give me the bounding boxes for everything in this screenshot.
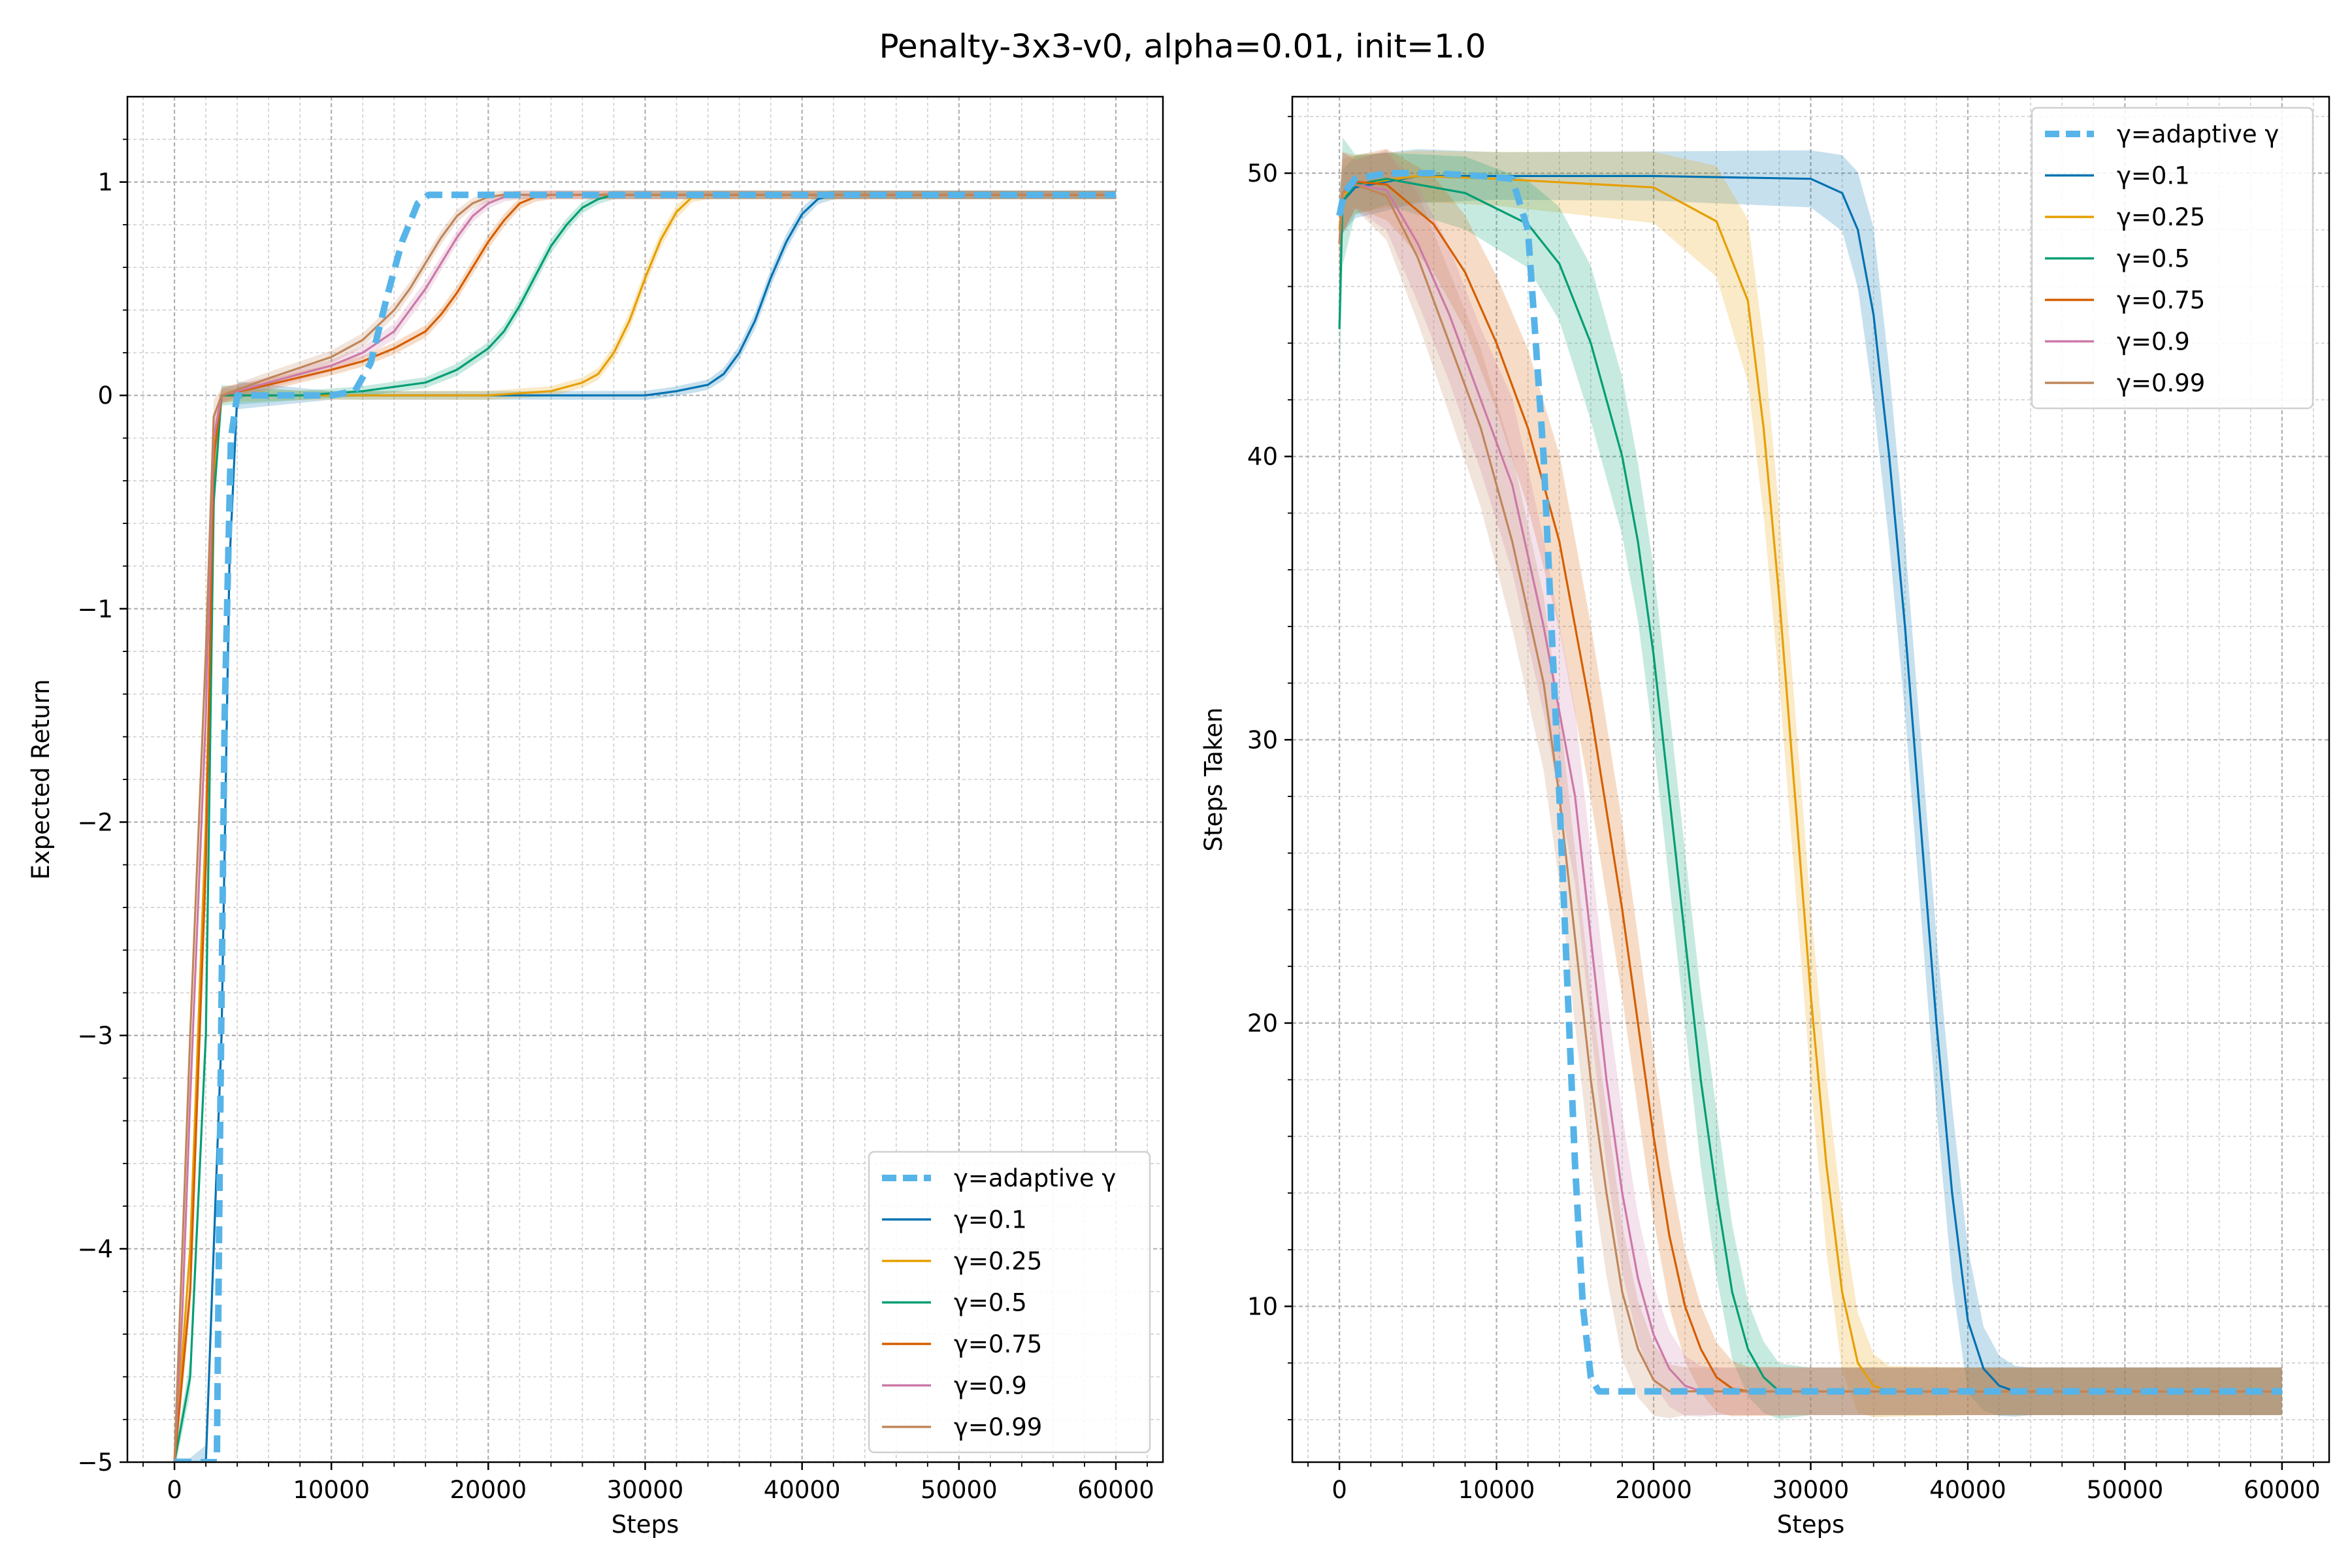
y-tick-label: −1 [77,595,113,623]
x-tick-label: 10000 [1458,1476,1535,1504]
ticks: 0 10000 20000 30000 40000 50000 60000 −5 −4 −3 −2 −… [77,139,1154,1504]
legend-label-g01: γ=0.1 [954,1206,1027,1234]
legend-label-g025: γ=0.25 [954,1247,1042,1275]
grid [1292,97,2329,1462]
legend-label-g09: γ=0.9 [2117,328,2190,356]
x-tick-label: 40000 [1929,1476,2006,1504]
y-axis-label: Expected Return [27,679,55,879]
legend-label-g025: γ=0.25 [2117,203,2205,231]
x-tick-label: 60000 [2244,1476,2321,1504]
x-axis-label: Steps [1777,1511,1845,1539]
y-tick-label: 50 [1247,159,1278,188]
y-tick-label: 30 [1247,726,1278,754]
x-tick-label: 10000 [293,1476,370,1504]
series-line-adaptive [1336,170,2282,1395]
plot-area [1336,137,2282,1420]
legend-label-g05: γ=0.5 [2117,245,2190,273]
legend-label-g075: γ=0.75 [954,1330,1042,1358]
y-tick-label: 40 [1247,443,1278,471]
y-tick-label: 20 [1247,1009,1278,1037]
legend-label-adaptive: γ=adaptive γ [954,1164,1116,1192]
legend-box [2031,106,2314,410]
legend-label-adaptive: γ=adaptive γ [2117,120,2279,148]
y-tick-label: 1 [97,169,113,197]
y-tick-label: −4 [77,1235,113,1263]
legend: γ=adaptive γ γ=0.1 γ=0.25 γ=0.5 γ=0.75 γ=0.9 γ… [868,1151,1151,1454]
y-tick-label: 10 [1247,1293,1278,1321]
y-axis-label: Steps Taken [1200,708,1228,852]
x-tick-label: 40000 [764,1476,841,1504]
x-tick-label: 20000 [1615,1476,1692,1504]
legend-label-g01: γ=0.1 [2117,162,2190,190]
x-tick-label: 0 [1331,1476,1347,1504]
x-tick-label: 30000 [607,1476,684,1504]
plot-area [173,190,1116,1462]
x-tick-label: 50000 [921,1476,998,1504]
legend-label-g099: γ=0.99 [954,1413,1042,1441]
x-tick-label: 20000 [449,1476,527,1504]
confidence-band [1339,150,2282,1417]
legend-label-g099: γ=0.99 [2117,369,2205,397]
x-tick-label: 50000 [2087,1476,2164,1504]
legend-label-g075: γ=0.75 [2117,286,2205,314]
panel-steps-taken: 0 10000 20000 30000 40000 50000 60000 10 20 30 40 5… [1200,95,2330,1539]
panel-expected-return: 0 10000 20000 30000 40000 50000 60000 −5 −4 −3 −2 −… [27,95,1164,1539]
figure-title: Penalty-3x3-v0, alpha=0.01, init=1.0 [879,27,1486,65]
y-tick-label: −5 [77,1448,113,1477]
x-tick-label: 60000 [1077,1476,1154,1504]
series-line-g099 [1338,183,2282,1393]
x-tick-label: 0 [167,1476,182,1504]
y-tick-label: −2 [77,808,113,836]
legend-box [868,1151,1151,1454]
series-lines [173,191,1116,1462]
x-tick-label: 30000 [1772,1476,1850,1504]
legend: γ=adaptive γ γ=0.1 γ=0.25 γ=0.5 γ=0.75 γ=0.9 γ… [2031,106,2314,410]
series-line-adaptive [174,191,1116,1462]
series-lines [1336,170,2282,1395]
ticks: 0 10000 20000 30000 40000 50000 60000 10 20 30 40 5… [1247,116,2321,1504]
y-tick-label: −3 [77,1022,113,1050]
y-tick-label: 0 [97,382,113,410]
x-axis-label: Steps [612,1511,679,1539]
legend-label-g05: γ=0.5 [954,1289,1027,1317]
legend-label-g09: γ=0.9 [954,1372,1027,1400]
